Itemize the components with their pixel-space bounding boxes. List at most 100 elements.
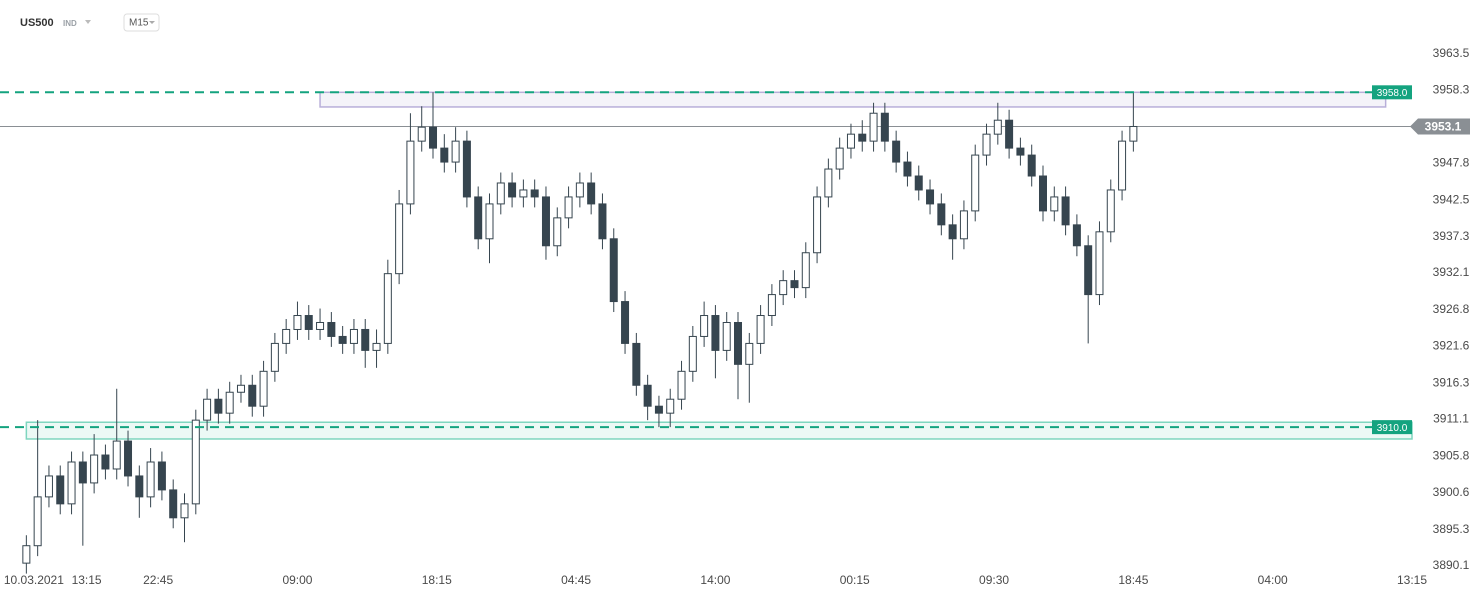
x-tick-label: 09:30 — [979, 573, 1009, 587]
current-price-label: 3953.1 — [1425, 120, 1462, 134]
candle-body — [993, 119, 1002, 135]
timeframe[interactable]: M15 — [129, 18, 149, 29]
candle-body — [236, 384, 245, 393]
x-tick-label: 10.03.2021 — [4, 573, 64, 587]
x-tick-label: 22:45 — [143, 573, 173, 587]
timeframe-button[interactable] — [123, 13, 160, 32]
candle-body — [180, 503, 189, 519]
level-label: 3910.0 — [1377, 423, 1408, 434]
candle-body — [722, 321, 731, 351]
candle-body — [1106, 189, 1115, 233]
candle-body — [361, 328, 370, 351]
candle-body — [892, 140, 901, 163]
zone — [25, 421, 1413, 440]
dropdown-arrow[interactable] — [85, 20, 91, 24]
candle-body — [926, 189, 935, 205]
candle-body — [372, 342, 381, 351]
candle-body — [146, 461, 155, 498]
candle-body — [462, 140, 471, 198]
y-tick-label: 3916.3 — [1433, 375, 1470, 389]
candle-body — [1118, 140, 1127, 191]
candle-body — [1061, 196, 1070, 226]
timeframe-arrow — [149, 21, 155, 24]
candle-body — [440, 147, 449, 163]
candle-body — [948, 224, 957, 240]
x-tick-label: 18:45 — [1118, 573, 1148, 587]
candle-body — [677, 370, 686, 400]
candle-body — [78, 461, 87, 484]
x-tick-label: 09:00 — [282, 573, 312, 587]
y-tick-label: 3890.1 — [1433, 558, 1470, 572]
instrument-type[interactable]: IND — [63, 19, 77, 28]
candle-body — [44, 475, 53, 498]
candle-body — [270, 342, 279, 372]
candle-body — [587, 182, 596, 205]
symbol: US500 — [20, 17, 54, 29]
zone — [319, 91, 1387, 108]
candle-body — [880, 112, 889, 142]
y-tick-label: 3932.1 — [1433, 265, 1470, 279]
y-tick-label: 3911.1 — [1433, 412, 1469, 426]
candle-body — [1050, 196, 1059, 212]
candle-body — [779, 280, 788, 296]
candle-body — [496, 182, 505, 205]
candle-body — [395, 203, 404, 275]
candle-body — [971, 154, 980, 212]
y-tick-label: 3937.3 — [1433, 229, 1470, 243]
candle-body — [575, 182, 584, 198]
candle-body — [824, 168, 833, 198]
candle-body — [1038, 175, 1047, 212]
candle-body — [157, 461, 166, 491]
candle-body — [914, 175, 923, 191]
current-price-tag — [1410, 118, 1470, 135]
level-label: 3958.0 — [1377, 88, 1408, 99]
candle-body — [203, 398, 212, 421]
y-tick-label: 3900.6 — [1433, 485, 1470, 499]
candle-body — [767, 294, 776, 317]
candle-body — [135, 475, 144, 498]
candle-body — [259, 370, 268, 407]
candle-body — [56, 475, 65, 505]
candle-body — [654, 405, 663, 414]
y-tick-label: 3926.8 — [1433, 302, 1470, 316]
candle-body — [1084, 245, 1093, 296]
candle-body — [1072, 224, 1081, 247]
x-tick-label: 14:00 — [700, 573, 730, 587]
y-tick-label: 3958.3 — [1433, 82, 1470, 96]
candle-body — [982, 133, 991, 156]
candle-body — [632, 342, 641, 386]
candle-body — [835, 147, 844, 170]
candle-body — [553, 217, 562, 247]
level-label-box — [1372, 85, 1412, 100]
candle-body — [349, 328, 358, 344]
candle-body — [214, 398, 223, 414]
candle-body — [101, 454, 110, 470]
candle-body — [338, 335, 347, 344]
candle-body — [801, 252, 810, 289]
candle-body — [869, 112, 878, 142]
y-tick-label: 3895.3 — [1433, 522, 1470, 536]
candle-body — [903, 161, 912, 177]
candle-body — [508, 182, 517, 198]
x-tick-label: 04:00 — [1258, 573, 1288, 587]
candle-body — [429, 126, 438, 149]
x-tick-label: 13:15 — [72, 573, 102, 587]
y-tick-label: 3905.8 — [1433, 449, 1470, 463]
candle-body — [621, 301, 630, 344]
candle-body — [417, 126, 426, 142]
candle-body — [191, 419, 200, 505]
candle-body — [564, 196, 573, 219]
x-tick-label: 18:15 — [422, 573, 452, 587]
candle-body — [304, 315, 313, 330]
candle-body — [169, 489, 178, 519]
candle-body — [124, 440, 133, 477]
x-tick-label: 00:15 — [840, 573, 870, 587]
candle-body — [688, 335, 697, 372]
candle-body — [666, 398, 675, 414]
candle-body — [790, 280, 799, 289]
candle-body — [1005, 119, 1014, 149]
candle-body — [112, 440, 121, 470]
candle-body — [406, 140, 415, 205]
candle-body — [293, 315, 302, 330]
